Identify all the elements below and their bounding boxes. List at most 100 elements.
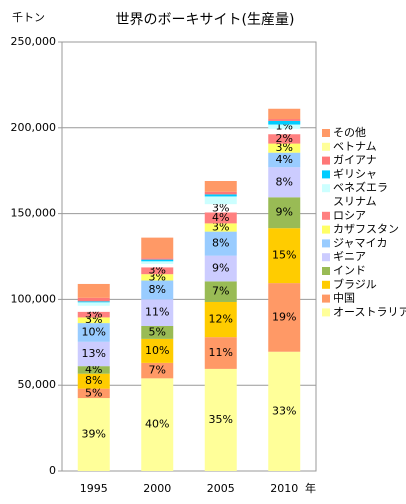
bar-segment [141, 258, 174, 260]
legend-swatch [322, 170, 330, 179]
data-label: 33% [272, 404, 296, 417]
bar-segment [204, 204, 237, 213]
bar-segment [268, 134, 301, 144]
legend-swatch [322, 156, 330, 165]
data-label: 7% [212, 285, 229, 298]
legend-label: ロシア [333, 209, 366, 222]
bar-segment [77, 311, 110, 318]
legend-label: ブラジル [333, 277, 377, 291]
bar-segment [141, 280, 174, 300]
bar-segment [141, 362, 174, 379]
data-label: 11% [209, 346, 233, 359]
data-label: 8% [276, 175, 293, 188]
legend-label: ギニア [333, 250, 366, 263]
legend-swatch [322, 142, 330, 151]
legend-label: その他 [333, 126, 366, 139]
bar-segment [204, 281, 237, 302]
data-label: 11% [145, 306, 169, 319]
data-label: 40% [145, 418, 169, 431]
bar-segment [204, 301, 237, 338]
data-label: 10% [145, 344, 169, 357]
bar-segment [268, 119, 301, 121]
legend-swatch [321, 197, 331, 207]
bar-segment [204, 337, 237, 369]
data-label: 8% [212, 237, 229, 250]
bar-segment [204, 212, 237, 224]
y-tick-label: 200,000 [11, 121, 57, 134]
legend-label: ベネズエラ [333, 180, 388, 194]
data-label: 4% [276, 153, 293, 166]
bar-segment [204, 255, 237, 282]
bar-segment [141, 325, 174, 339]
bar-segment [77, 302, 110, 306]
data-label: 12% [209, 313, 233, 326]
legend-swatch [322, 253, 330, 262]
x-tick-label: 1995 [80, 482, 108, 495]
bar-segment [268, 283, 301, 352]
data-label: 7% [149, 364, 166, 377]
data-label: 4% [212, 211, 229, 224]
bar-segment [204, 223, 237, 232]
bar-segment [141, 378, 174, 471]
data-label: 10% [82, 325, 106, 338]
bar-segment [268, 128, 301, 135]
bar-segment [141, 338, 174, 363]
data-label: 9% [212, 262, 229, 275]
data-label: 8% [149, 283, 166, 296]
data-label: 19% [272, 310, 296, 323]
bar-segment [204, 194, 237, 197]
bar-segment [268, 108, 301, 120]
bar-segment [268, 152, 301, 168]
bar-segment [141, 259, 174, 262]
bar-segment [268, 120, 301, 125]
legend-swatch [322, 129, 330, 137]
legend-label: ガイアナ [333, 154, 377, 167]
bar-segment [204, 180, 237, 192]
bar-segment [204, 368, 237, 471]
bar-segment [77, 317, 110, 324]
bar-segment [268, 228, 301, 284]
data-label: 5% [85, 386, 102, 399]
data-label: 5% [149, 325, 166, 338]
data-label: 2% [276, 132, 293, 145]
data-label: 35% [209, 413, 233, 426]
legend-swatch [322, 211, 330, 220]
data-label: 3% [212, 201, 229, 214]
bar-segment [77, 341, 110, 367]
bar-segment [204, 196, 237, 205]
data-label: 13% [82, 347, 106, 360]
bar-segment [141, 261, 174, 264]
bar-segment [141, 267, 174, 275]
bar-segment [77, 388, 110, 399]
y-tick-label: 100,000 [11, 292, 57, 305]
y-tick-label: 150,000 [11, 207, 57, 220]
legend-swatch [322, 280, 330, 289]
bar-segment [268, 197, 301, 229]
legend-swatch [322, 294, 330, 303]
legend-swatch [322, 184, 330, 193]
legend-swatch [322, 308, 330, 317]
bar-segment [268, 124, 301, 129]
legend-label: 中国 [333, 292, 355, 305]
y-axis-label: 千トン [12, 11, 45, 24]
bar-segment [141, 274, 174, 281]
legend-label: カザフスタン [333, 223, 399, 236]
data-label: 9% [276, 206, 293, 219]
bar-segment [77, 305, 110, 312]
legend-label: インド [333, 264, 366, 277]
y-tick-label: 0 [49, 464, 56, 477]
bar-segment [141, 237, 174, 259]
bar-segment [77, 398, 110, 471]
bar-segment [141, 263, 174, 268]
y-tick-label: 250,000 [11, 35, 57, 48]
bar-segment [268, 351, 301, 471]
bar-segment [77, 283, 110, 298]
chart-title: 世界のボーキサイト(生産量) [116, 12, 295, 28]
bar-segment [77, 373, 110, 389]
legend-swatch [322, 225, 330, 234]
legend-label: ジャマイカ [333, 236, 387, 249]
data-label: 39% [82, 428, 106, 441]
x-axis-label: 年 [305, 481, 316, 495]
legend-label: ギリシャ [333, 167, 377, 180]
